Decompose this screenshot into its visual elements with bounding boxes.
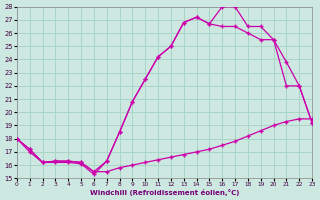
X-axis label: Windchill (Refroidissement éolien,°C): Windchill (Refroidissement éolien,°C): [90, 189, 239, 196]
